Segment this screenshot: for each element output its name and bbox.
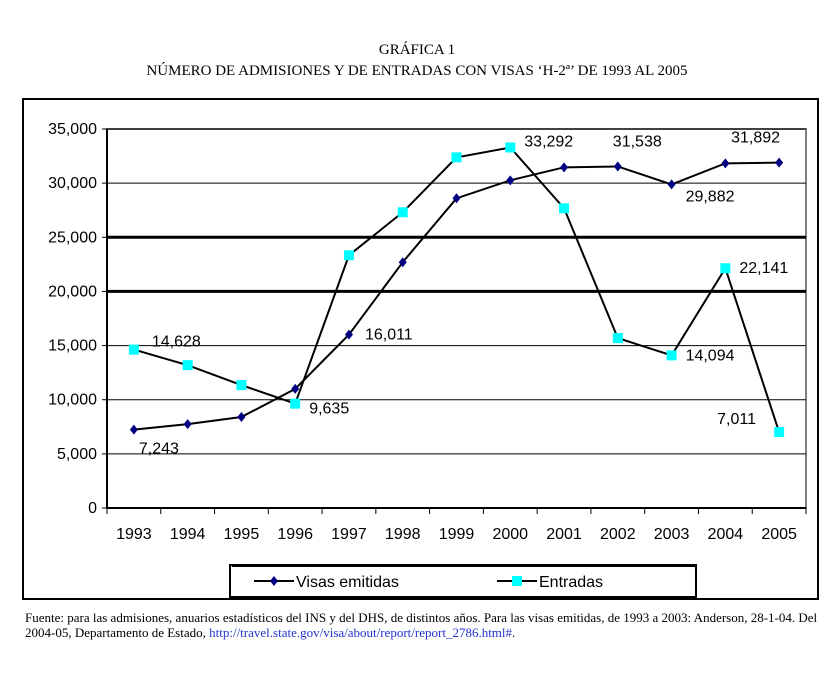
legend-marker-diamond bbox=[270, 576, 278, 586]
y-tick-label: 5,000 bbox=[57, 446, 97, 463]
x-tick-label: 1998 bbox=[385, 526, 421, 543]
legend-label: Visas emitidas bbox=[296, 574, 399, 591]
data-label: 7,243 bbox=[139, 441, 179, 458]
data-label: 16,011 bbox=[365, 327, 413, 344]
data-point-square bbox=[343, 250, 354, 261]
y-tick-label: 0 bbox=[88, 500, 97, 517]
data-label: 29,882 bbox=[686, 188, 735, 205]
data-point-diamond bbox=[237, 412, 246, 423]
x-tick-label: 2004 bbox=[708, 526, 744, 543]
data-point-square bbox=[128, 344, 139, 355]
data-point-diamond bbox=[775, 157, 784, 168]
plot-area bbox=[106, 128, 807, 509]
x-tick-label: 2001 bbox=[546, 526, 582, 543]
data-point-square bbox=[720, 263, 731, 274]
y-tick-label: 15,000 bbox=[48, 338, 97, 355]
chart-subtitle: NÚMERO DE ADMISIONES Y DE ENTRADAS CON V… bbox=[146, 63, 688, 79]
legend-label: Entradas bbox=[539, 574, 603, 591]
data-point-square bbox=[236, 380, 247, 391]
data-point-diamond bbox=[613, 161, 622, 172]
data-label: 22,141 bbox=[739, 260, 788, 277]
data-point-diamond bbox=[560, 162, 569, 173]
chart-title: GRÁFICA 1 bbox=[378, 42, 456, 58]
y-tick-label: 25,000 bbox=[48, 229, 97, 246]
data-label: 33,292 bbox=[524, 133, 573, 150]
data-point-square bbox=[397, 207, 408, 218]
data-label: 14,094 bbox=[686, 347, 735, 364]
x-tick-label: 2000 bbox=[492, 526, 528, 543]
legend-marker-square bbox=[512, 576, 522, 586]
data-point-square bbox=[182, 360, 193, 371]
chart-frame bbox=[22, 98, 819, 600]
x-tick-label: 2002 bbox=[600, 526, 636, 543]
data-point-square bbox=[612, 333, 623, 344]
data-point-diamond bbox=[721, 158, 730, 169]
data-point-square bbox=[774, 427, 785, 438]
x-tick-label: 1995 bbox=[224, 526, 260, 543]
x-tick-label: 1993 bbox=[116, 526, 152, 543]
x-tick-label: 1997 bbox=[331, 526, 367, 543]
data-point-diamond bbox=[506, 175, 515, 186]
data-point-diamond bbox=[344, 329, 353, 340]
data-point-diamond bbox=[398, 257, 407, 268]
data-point-diamond bbox=[667, 179, 676, 190]
data-point-square bbox=[666, 350, 677, 361]
y-tick-label: 35,000 bbox=[48, 121, 97, 138]
x-tick-label: 1999 bbox=[439, 526, 475, 543]
data-point-diamond bbox=[452, 193, 461, 204]
data-label: 31,892 bbox=[731, 130, 780, 147]
data-point-diamond bbox=[129, 424, 138, 435]
data-point-diamond bbox=[183, 419, 192, 430]
data-point-square bbox=[559, 203, 570, 214]
y-tick-label: 10,000 bbox=[48, 392, 97, 409]
data-point-square bbox=[290, 398, 301, 409]
x-tick-label: 2003 bbox=[654, 526, 690, 543]
footnote: Fuente: para las admisiones, anuarios es… bbox=[25, 610, 825, 640]
data-label: 7,011 bbox=[717, 411, 756, 428]
data-label: 31,538 bbox=[613, 133, 662, 150]
y-tick-label: 20,000 bbox=[48, 283, 97, 300]
data-point-diamond bbox=[291, 383, 300, 394]
footnote-end: . bbox=[512, 625, 516, 640]
footnote-text: Fuente: para las admisiones, anuarios es… bbox=[25, 610, 818, 640]
data-point-square bbox=[451, 152, 462, 163]
data-label: 9,635 bbox=[309, 401, 349, 418]
y-tick-label: 30,000 bbox=[48, 175, 97, 192]
footnote-link[interactable]: http://travel.state.gov/visa/about/repor… bbox=[209, 625, 513, 640]
x-tick-label: 1996 bbox=[277, 526, 313, 543]
data-label: 14,628 bbox=[152, 334, 201, 351]
data-point-square bbox=[505, 142, 516, 153]
x-tick-label: 2005 bbox=[761, 526, 797, 543]
x-tick-label: 1994 bbox=[170, 526, 206, 543]
